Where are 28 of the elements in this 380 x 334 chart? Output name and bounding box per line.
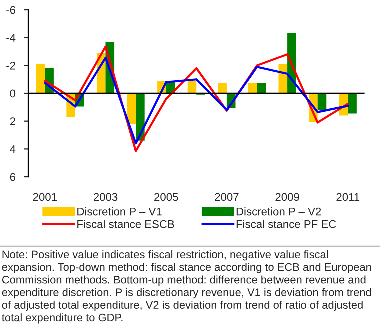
- legend-label: Discretion P – V1: [78, 208, 162, 216]
- legend-label: Discretion P – V2: [236, 208, 322, 216]
- x-tick-label: 2005: [154, 193, 178, 202]
- legend-label: Fiscal stance ESCB: [78, 220, 174, 228]
- line-series: [44, 56, 350, 145]
- x-tick-label: 2001: [33, 193, 57, 202]
- x-tick-label: 2009: [276, 193, 300, 202]
- bar: [127, 94, 136, 124]
- bar: [188, 80, 197, 94]
- y-tick-label: 2: [10, 118, 16, 126]
- text: Note: Positive value indicates fiscal restriction, negative value fiscal expansion. Top-down method: fiscal stance according to ECB and European Commission methods. Bottom-up method: difference between revenue and expenditure discretion. P is discretionary revenue, V1 is deviation from trend of adjusted total expenditure, V2 is deviation from trend of ratio of adjusted total expenditure to GDP.: [2, 250, 372, 324]
- y-tick-label: 6: [10, 173, 16, 182]
- x-tick-label: 2011: [336, 193, 360, 202]
- y-tick-label: -2: [6, 62, 16, 70]
- bar: [218, 83, 227, 94]
- bar: [348, 94, 357, 114]
- line-series: [44, 46, 350, 152]
- y-tick-label: 4: [10, 146, 16, 154]
- x-tick-label: 2003: [94, 193, 118, 202]
- bar: [318, 94, 327, 110]
- bar: [36, 64, 46, 94]
- x-tick-label: 2007: [215, 193, 239, 202]
- y-tick-label: -4: [6, 34, 16, 42]
- bar: [257, 83, 266, 94]
- y-tick-label: -6: [6, 6, 16, 14]
- y-tick-label: 0: [10, 90, 16, 98]
- legend-label: Fiscal stance PF EC: [236, 220, 336, 228]
- bar: [248, 83, 258, 94]
